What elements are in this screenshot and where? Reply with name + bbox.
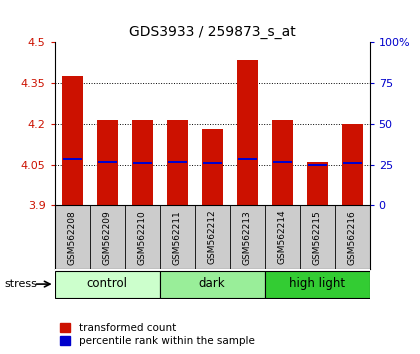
Bar <box>273 161 291 163</box>
Text: stress: stress <box>4 279 37 289</box>
Bar <box>97 161 117 163</box>
Bar <box>62 76 83 205</box>
Bar <box>160 270 265 298</box>
Bar <box>238 158 257 160</box>
Text: GSM562209: GSM562209 <box>102 210 112 264</box>
Bar <box>307 164 327 166</box>
Text: GSM562215: GSM562215 <box>312 210 322 264</box>
Text: control: control <box>87 277 128 290</box>
Text: high light: high light <box>289 277 345 290</box>
Bar <box>131 120 152 205</box>
Text: GSM562210: GSM562210 <box>138 210 147 264</box>
Bar <box>203 162 222 164</box>
Bar <box>343 162 362 164</box>
Bar <box>341 124 362 205</box>
Bar <box>63 158 81 160</box>
Bar <box>168 161 186 163</box>
Bar <box>202 129 223 205</box>
Text: GSM562216: GSM562216 <box>348 210 357 264</box>
Bar <box>272 120 293 205</box>
Text: GSM562214: GSM562214 <box>278 210 286 264</box>
Text: GSM562208: GSM562208 <box>68 210 76 264</box>
Text: GSM562213: GSM562213 <box>243 210 252 264</box>
Bar <box>55 270 160 298</box>
Bar <box>167 120 188 205</box>
Text: GSM562212: GSM562212 <box>207 210 217 264</box>
Bar <box>133 162 152 164</box>
Text: GSM562211: GSM562211 <box>173 210 181 264</box>
Bar <box>236 60 257 205</box>
Bar <box>265 270 370 298</box>
Bar <box>97 120 118 205</box>
Bar <box>307 162 328 205</box>
Text: dark: dark <box>199 277 226 290</box>
Legend: transformed count, percentile rank within the sample: transformed count, percentile rank withi… <box>60 323 255 346</box>
Title: GDS3933 / 259873_s_at: GDS3933 / 259873_s_at <box>129 25 296 39</box>
